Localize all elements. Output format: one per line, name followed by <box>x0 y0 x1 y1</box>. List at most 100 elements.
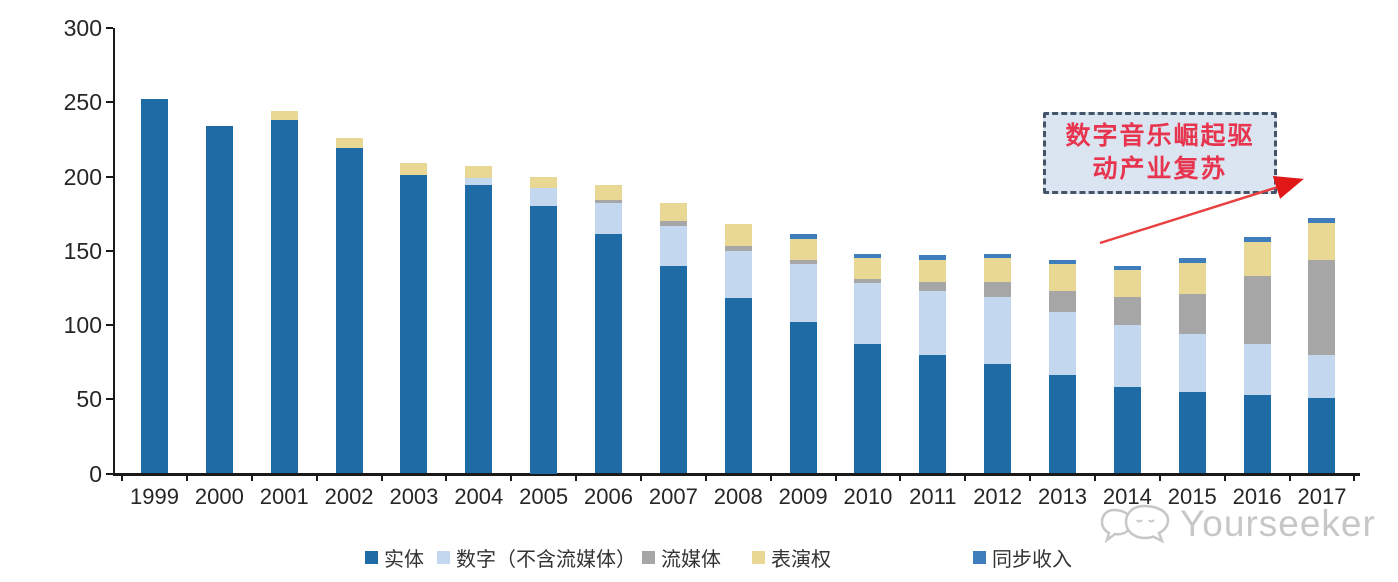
bar-segment-实体 <box>1243 394 1271 474</box>
bar-segment-实体 <box>1178 391 1206 474</box>
y-axis-tick <box>106 324 113 326</box>
y-axis-tick <box>106 249 113 252</box>
bar-segment-数字（不含流媒体） <box>1243 344 1271 395</box>
bar-group-2013 <box>1049 259 1077 474</box>
bar-segment-流媒体 <box>1308 259 1336 355</box>
x-axis-year-label: 2001 <box>259 484 309 509</box>
x-axis-tick <box>769 473 772 481</box>
bar-group-2000 <box>205 126 233 474</box>
bar-group-2003 <box>400 163 428 474</box>
bar-segment-实体 <box>270 120 298 474</box>
x-axis-year-label: 2016 <box>1232 484 1282 509</box>
y-axis-tick <box>106 101 113 104</box>
y-axis-tick-label: 100 <box>63 312 102 338</box>
y-axis-tick <box>106 27 113 29</box>
legend-label: 数字（不含流媒体） <box>456 548 636 571</box>
legend-label: 流媒体 <box>661 548 721 571</box>
bar-segment-数字（不含流媒体） <box>1049 311 1077 376</box>
bar-group-2007 <box>659 203 687 474</box>
x-axis-year-label: 2009 <box>778 484 828 509</box>
bar-segment-数字（不含流媒体） <box>724 250 752 299</box>
bar-segment-数字（不含流媒体） <box>1308 354 1336 398</box>
x-axis-year-label: 2006 <box>584 484 633 509</box>
bar-segment-表演权 <box>919 259 947 282</box>
x-axis-tick <box>834 473 837 481</box>
y-axis-tick-label: 300 <box>63 15 102 41</box>
annotation-text-line1: 数字音乐崛起驱 <box>1065 123 1255 150</box>
bar-group-2008 <box>724 224 752 474</box>
bar-segment-实体 <box>465 185 493 474</box>
x-axis-tick <box>704 473 707 481</box>
bar-segment-同步收入 <box>1243 237 1271 242</box>
bar-segment-表演权 <box>595 185 623 201</box>
bar-group-2016 <box>1243 237 1271 474</box>
x-axis-tick <box>121 473 124 481</box>
x-axis-year-label: 2015 <box>1167 484 1217 509</box>
x-axis-tick <box>575 473 578 481</box>
bar-segment-同步收入 <box>1308 218 1336 223</box>
watermark-text: Yourseeker <box>1180 503 1376 544</box>
legend-label: 同步收入 <box>992 548 1072 571</box>
x-axis-year-label: 2005 <box>519 484 569 509</box>
y-axis-tick-label: 0 <box>89 460 102 487</box>
x-axis-tick <box>315 473 318 481</box>
bar-segment-表演权 <box>270 111 298 121</box>
y-axis-tick-label: 50 <box>76 386 102 413</box>
bar-segment-实体 <box>854 344 882 474</box>
annotation-box: 数字音乐崛起驱 动产业复苏 <box>1043 112 1277 194</box>
bar-segment-同步收入 <box>1049 259 1077 265</box>
bar-segment-数字（不含流媒体） <box>1178 333 1206 392</box>
bar-segment-实体 <box>335 148 363 474</box>
x-axis-tick <box>1029 473 1032 481</box>
bar-segment-同步收入 <box>1178 258 1206 263</box>
bar-segment-流媒体 <box>1243 276 1271 345</box>
bar-segment-流媒体 <box>595 200 623 204</box>
bar-segment-流媒体 <box>1049 290 1077 312</box>
x-axis-year-label: 2003 <box>389 484 439 509</box>
x-axis-tick <box>899 473 902 481</box>
y-axis-tick-label: 150 <box>63 237 102 264</box>
bar-segment-数字（不含流媒体） <box>984 296 1012 364</box>
bar-segment-数字（不含流媒体） <box>854 283 882 345</box>
bar-segment-数字（不含流媒体） <box>919 290 947 355</box>
x-axis-tick <box>1158 473 1161 481</box>
bar-segment-同步收入 <box>854 253 882 259</box>
bar-group-2012 <box>984 253 1012 474</box>
bar-group-2005 <box>530 176 558 474</box>
bar-segment-同步收入 <box>984 253 1012 259</box>
bar-group-2006 <box>595 185 623 474</box>
bar-segment-表演权 <box>335 137 363 149</box>
bar-segment-实体 <box>530 206 558 474</box>
bar-group-2011 <box>919 255 947 474</box>
bar-group-2009 <box>789 234 817 474</box>
bar-segment-实体 <box>789 322 817 474</box>
bar-segment-同步收入 <box>1113 265 1141 271</box>
bar-segment-流媒体 <box>1113 296 1141 325</box>
legend-swatch-icon <box>437 550 450 564</box>
bar-segment-表演权 <box>1049 264 1077 291</box>
bar-group-2002 <box>335 137 363 474</box>
bar-segment-实体 <box>205 126 233 474</box>
bar-group-2004 <box>465 166 493 474</box>
bar-group-2014 <box>1113 265 1141 474</box>
x-axis-tick <box>1093 473 1096 481</box>
x-axis-line <box>113 473 1360 476</box>
y-axis-tick-label: 250 <box>63 89 102 116</box>
x-axis-tick <box>445 473 448 481</box>
bar-segment-流媒体 <box>1178 293 1206 334</box>
bar-segment-表演权 <box>1113 270 1141 297</box>
y-axis-tick <box>106 175 113 178</box>
x-axis-year-label: 2007 <box>648 484 698 509</box>
x-axis-tick <box>185 473 188 481</box>
x-axis-year-label: 2008 <box>713 484 763 509</box>
bar-segment-表演权 <box>659 203 687 222</box>
bar-segment-表演权 <box>1178 262 1206 294</box>
legend-item-数字（不含流媒体）: 数字（不含流媒体） <box>437 545 636 571</box>
x-axis-year-label: 2000 <box>194 484 244 509</box>
bar-segment-实体 <box>919 354 947 474</box>
bar-segment-实体 <box>984 363 1012 474</box>
bar-group-1999 <box>141 99 168 474</box>
bar-segment-表演权 <box>1243 241 1271 276</box>
bar-segment-流媒体 <box>724 246 752 251</box>
